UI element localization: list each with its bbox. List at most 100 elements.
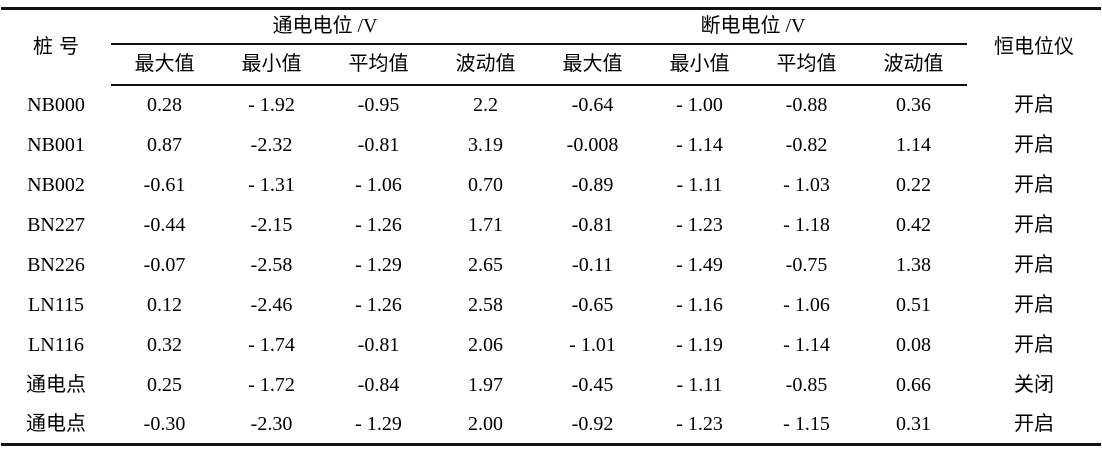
cell-value: 0.70 <box>468 173 503 196</box>
cell-value: -0.85 <box>785 373 828 396</box>
table-row: NB001 0.87 -2.32 -0.81 3.19 -0.008 - 1.1… <box>1 125 1101 165</box>
pile-id: NB002 <box>27 173 85 196</box>
cell-value: 2.58 <box>468 293 503 316</box>
cell-value: -0.44 <box>143 213 186 236</box>
table-row: 通电点 -0.30 -2.30 - 1.29 2.00 -0.92 - 1.23… <box>1 405 1101 445</box>
cell-value: -0.88 <box>785 94 828 116</box>
cell-value: -0.81 <box>357 133 400 156</box>
potentiostat-state: 开启 <box>1014 93 1054 116</box>
pile-id: BN226 <box>27 253 85 276</box>
cell-value: 0.22 <box>896 173 931 196</box>
cell-value: -2.46 <box>250 293 293 316</box>
cell-value: 0.31 <box>896 412 931 435</box>
subheader-avg-off: 平均值 <box>753 43 860 86</box>
cell-value: -0.92 <box>571 412 614 435</box>
cell-value: 2.06 <box>468 333 503 356</box>
cell-value: - 1.19 <box>676 333 723 356</box>
cell-value: - 1.06 <box>355 173 402 196</box>
cell-value: 0.12 <box>147 293 182 316</box>
cell-value: -0.64 <box>571 94 614 116</box>
cell-value: -0.008 <box>566 133 619 156</box>
cell-value: - 1.29 <box>355 253 402 276</box>
pile-id: 通电点 <box>26 412 86 435</box>
pile-id: LN116 <box>28 333 84 356</box>
column-group-deenergized: 断电电位 /V <box>539 8 967 45</box>
cell-value: 1.71 <box>468 213 503 236</box>
cell-value: -2.30 <box>250 412 293 435</box>
cell-value: 0.28 <box>147 94 182 116</box>
cell-value: - 1.72 <box>248 373 295 396</box>
potentiostat-state: 开启 <box>1014 133 1054 156</box>
column-header-potentiostat: 恒电位仪 <box>994 36 1074 59</box>
cell-value: - 1.49 <box>676 253 723 276</box>
cell-value: - 1.23 <box>676 412 723 435</box>
cell-value: - 1.00 <box>676 94 723 116</box>
cell-value: - 1.74 <box>248 333 295 356</box>
cell-value: - 1.03 <box>783 173 830 196</box>
cell-value: 2.00 <box>468 412 503 435</box>
cell-value: - 1.11 <box>676 373 723 396</box>
cell-value: - 1.11 <box>676 173 723 196</box>
cell-value: -0.45 <box>571 373 614 396</box>
table-row: BN226 -0.07 -2.58 - 1.29 2.65 -0.11 - 1.… <box>1 245 1101 285</box>
cell-value: -0.82 <box>785 133 828 156</box>
cell-value: -0.65 <box>571 293 614 316</box>
cell-value: -2.58 <box>250 253 293 276</box>
cell-value: 0.25 <box>147 373 182 396</box>
pile-id: NB000 <box>27 93 85 116</box>
potential-table: 桩号 通电电位 /V 断电电位 /V 恒电位仪 最大值 最小值 平均值 波动值 … <box>1 7 1101 446</box>
cell-value: - 1.01 <box>569 333 616 356</box>
table-row: BN227 -0.44 -2.15 - 1.26 1.71 -0.81 - 1.… <box>1 205 1101 245</box>
pile-id: NB001 <box>27 133 85 156</box>
cell-value: -0.95 <box>357 94 400 116</box>
subheader-fluct-on: 波动值 <box>432 43 539 86</box>
cell-value: 1.38 <box>896 253 931 276</box>
cell-value: - 1.31 <box>248 173 295 196</box>
cell-value: - 1.14 <box>676 133 723 156</box>
cell-value: -0.61 <box>143 173 186 196</box>
table-row: 通电点 0.25 - 1.72 -0.84 1.97 -0.45 - 1.11 … <box>1 365 1101 405</box>
subheader-min-off: 最小值 <box>646 43 753 86</box>
column-header-pile: 桩号 <box>33 36 85 59</box>
subheader-avg-on: 平均值 <box>325 43 432 86</box>
cell-value: 0.08 <box>896 333 931 356</box>
potentiostat-state: 开启 <box>1014 213 1054 236</box>
cell-value: 0.87 <box>147 133 182 156</box>
pile-id: 通电点 <box>26 373 86 396</box>
subheader-max-off: 最大值 <box>539 43 646 86</box>
cell-value: -0.81 <box>357 333 400 356</box>
table-row: NB000 0.28 - 1.92 -0.95 2.2 -0.64 - 1.00… <box>1 85 1101 125</box>
potentiostat-state: 开启 <box>1014 293 1054 316</box>
cell-value: - 1.15 <box>783 412 830 435</box>
subheader-min-on: 最小值 <box>218 43 325 86</box>
cell-value: -0.84 <box>357 373 400 396</box>
pile-id: BN227 <box>27 213 85 236</box>
table-row: LN115 0.12 -2.46 - 1.26 2.58 -0.65 - 1.1… <box>1 285 1101 325</box>
cell-value: - 1.16 <box>676 293 723 316</box>
cell-value: 2.2 <box>473 94 498 116</box>
cell-value: - 1.06 <box>783 293 830 316</box>
potentiostat-state: 关闭 <box>1014 373 1054 396</box>
table-body: NB000 0.28 - 1.92 -0.95 2.2 -0.64 - 1.00… <box>1 85 1101 445</box>
cell-value: - 1.18 <box>783 213 830 236</box>
cell-value: 3.19 <box>468 133 503 156</box>
cell-value: - 1.23 <box>676 213 723 236</box>
cell-value: - 1.26 <box>355 293 402 316</box>
cell-value: - 1.14 <box>783 333 830 356</box>
cell-value: 0.66 <box>896 373 931 396</box>
potentiostat-state: 开启 <box>1014 253 1054 276</box>
cell-value: 2.65 <box>468 253 503 276</box>
table-row: NB002 -0.61 - 1.31 - 1.06 0.70 -0.89 - 1… <box>1 165 1101 205</box>
cell-value: 0.32 <box>147 333 182 356</box>
cell-value: -0.11 <box>572 253 613 276</box>
pile-id: LN115 <box>28 293 84 316</box>
table-header: 桩号 通电电位 /V 断电电位 /V 恒电位仪 最大值 最小值 平均值 波动值 … <box>1 8 1101 86</box>
subheader-max-on: 最大值 <box>111 43 218 86</box>
cell-value: -2.15 <box>250 213 293 236</box>
cell-value: -0.75 <box>785 253 828 276</box>
cell-value: 1.14 <box>896 133 931 156</box>
cell-value: - 1.26 <box>355 213 402 236</box>
subheader-fluct-off: 波动值 <box>860 43 967 86</box>
cell-value: -2.32 <box>250 133 293 156</box>
